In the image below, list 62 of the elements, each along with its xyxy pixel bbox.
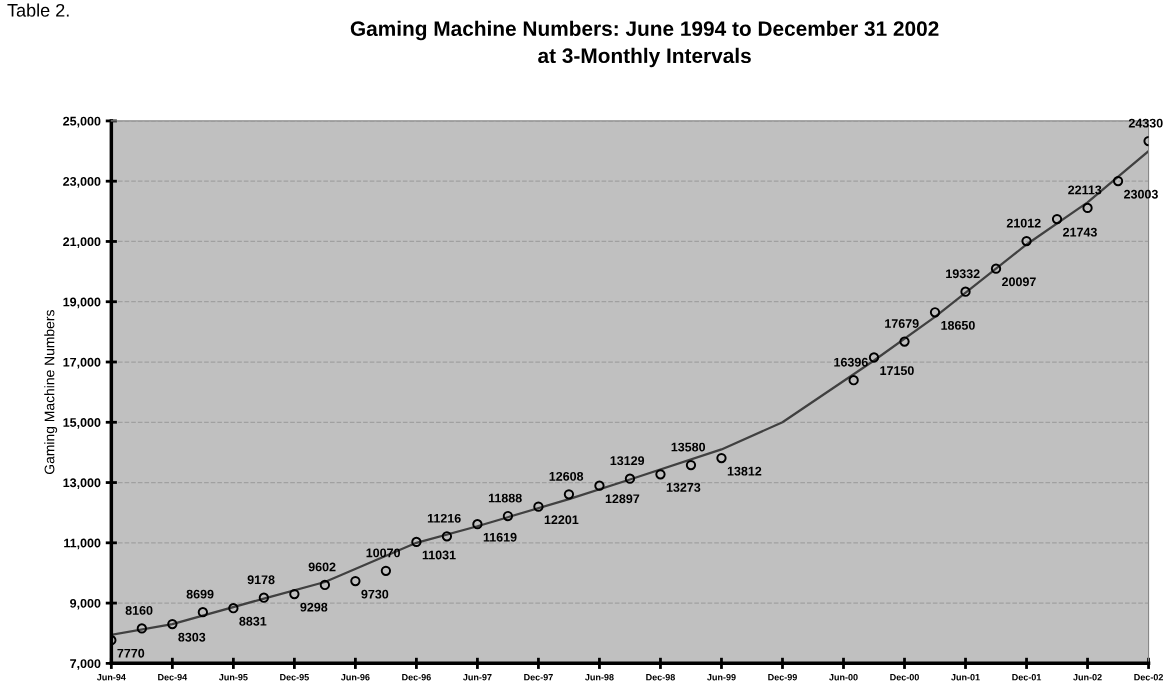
- data-label: 13812: [727, 466, 762, 476]
- x-tick-label: Jun-94: [96, 674, 126, 681]
- x-tick-label: Dec-00: [890, 674, 919, 681]
- caption: Table 2.: [7, 3, 69, 17]
- data-label: 13129: [610, 456, 645, 466]
- data-label: 16396: [834, 357, 868, 367]
- y-axis-title: Gaming Machine Numbers: [44, 310, 58, 475]
- x-tick-label: Jun-97: [463, 674, 492, 681]
- x-tick-label: Jun-95: [218, 674, 248, 681]
- x-tick-label: Dec-98: [646, 674, 675, 681]
- x-tick-label: Dec-01: [1012, 674, 1042, 681]
- chart-title: Gaming Machine Numbers: June 1994 to December 31 2002 at 3-Monthly Intervals: [350, 20, 939, 68]
- data-label: 20097: [1002, 277, 1036, 287]
- y-tick-label: 11,000: [64, 538, 101, 550]
- data-label: 8831: [239, 616, 267, 626]
- y-tick-label: 23,000: [63, 177, 101, 188]
- data-label: 12897: [605, 494, 640, 504]
- data-label: 13273: [666, 482, 701, 492]
- data-label: 24330: [1128, 118, 1163, 128]
- data-label: 23003: [1124, 189, 1158, 199]
- data-label: 11031: [422, 550, 456, 560]
- data-label: 9602: [308, 562, 336, 572]
- x-tick-label: Jun-00: [829, 674, 858, 681]
- x-tick-label: Dec-95: [280, 674, 309, 681]
- data-label: 22113: [1068, 185, 1102, 195]
- data-label: 8303: [178, 632, 206, 642]
- data-label: 8699: [186, 589, 214, 599]
- y-tick-label: 9,000: [70, 598, 101, 610]
- x-tick-label: Jun-02: [1073, 674, 1102, 681]
- x-tick-label: Jun-99: [707, 674, 736, 681]
- data-label: 17679: [885, 319, 919, 328]
- x-tick-label: Jun-98: [585, 674, 614, 681]
- y-tick-label: 19,000: [63, 297, 101, 309]
- y-tick-label: 15,000: [63, 418, 101, 429]
- data-label: 11888: [488, 493, 522, 503]
- data-label: 18650: [941, 320, 975, 330]
- data-label: 9298: [300, 602, 328, 612]
- data-label: 21743: [1063, 227, 1097, 237]
- data-label: 7770: [117, 648, 145, 658]
- data-label: 9178: [247, 575, 275, 585]
- y-tick-label: 25,000: [63, 116, 101, 128]
- data-label: 12608: [549, 471, 584, 481]
- data-label: 21012: [1006, 218, 1041, 228]
- x-tick-label: Dec-97: [524, 674, 553, 681]
- y-tick-label: 13,000: [63, 478, 101, 490]
- y-tick-label: 17,000: [63, 357, 101, 369]
- y-tick-label: 7,000: [70, 659, 101, 670]
- x-tick-label: Jun-96: [340, 674, 370, 681]
- data-label: 12201: [544, 515, 579, 525]
- x-tick-label: Dec-96: [402, 674, 431, 681]
- x-tick-label: Dec-99: [768, 674, 797, 681]
- x-tick-label: Dec-94: [158, 674, 188, 681]
- data-label: 13580: [671, 442, 706, 452]
- data-label: 19332: [946, 269, 980, 279]
- data-label: 9730: [361, 589, 389, 599]
- data-label: 17150: [880, 366, 914, 375]
- data-label: 8160: [125, 605, 153, 615]
- data-label: 11619: [483, 532, 517, 542]
- x-tick-label: Dec-02: [1134, 674, 1163, 681]
- data-label: 11216: [427, 513, 461, 523]
- y-tick-label: 21,000: [63, 237, 101, 248]
- x-tick-label: Jun-01: [951, 674, 980, 681]
